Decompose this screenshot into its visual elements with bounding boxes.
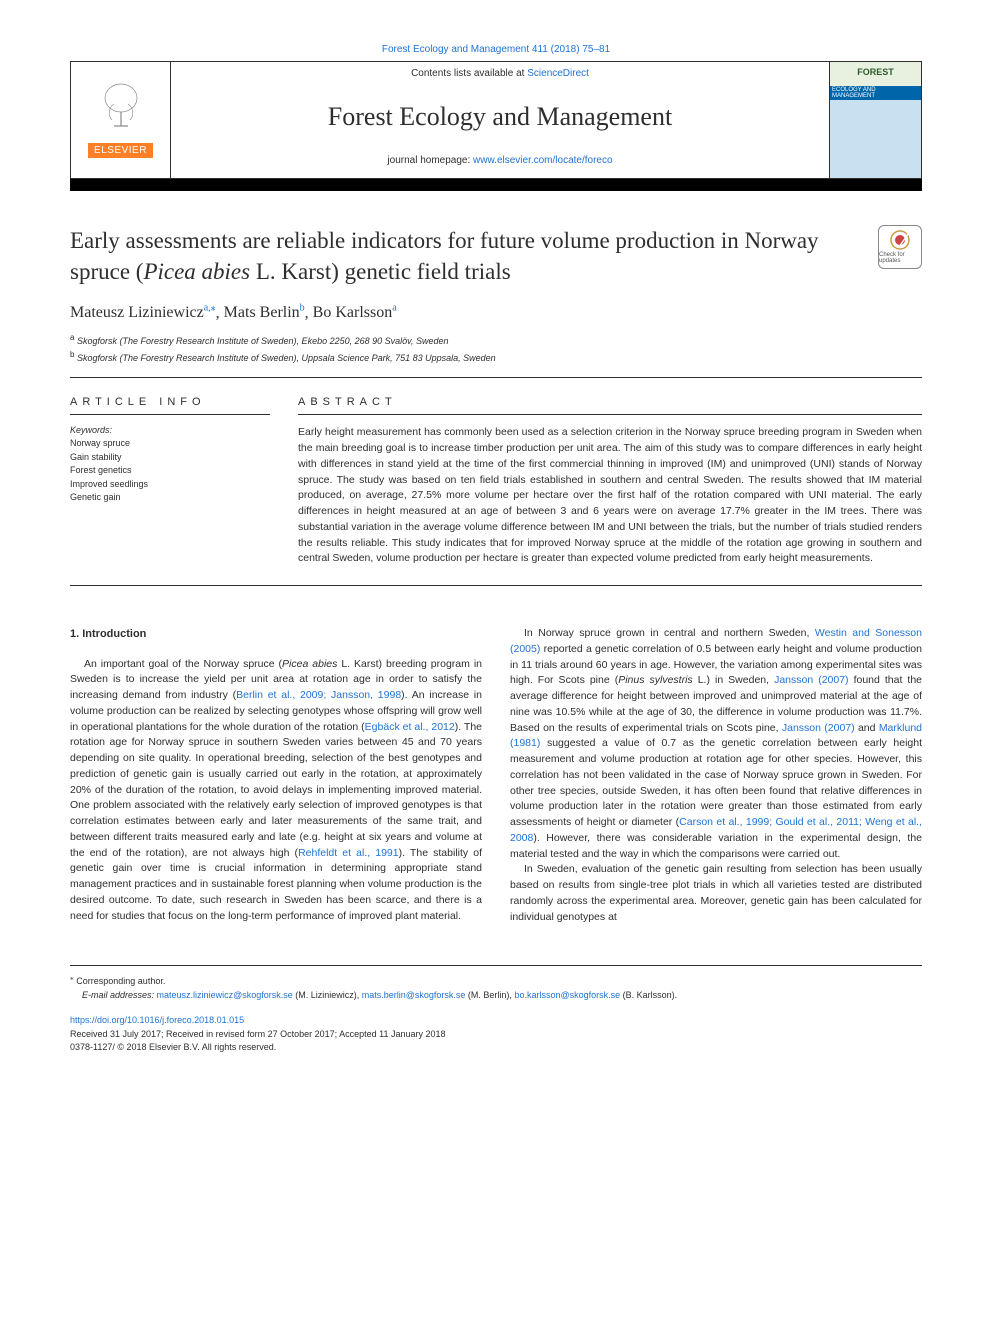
keyword-item: Norway spruce [70, 437, 270, 451]
top-citation[interactable]: Forest Ecology and Management 411 (2018)… [70, 44, 922, 55]
citation-link[interactable]: Rehfeldt et al., 1991 [298, 847, 399, 859]
article-title: Early assessments are reliable indicator… [70, 225, 864, 287]
journal-header: ELSEVIER Contents lists available at Sci… [70, 61, 922, 179]
body-paragraph: In Sweden, evaluation of the genetic gai… [510, 862, 922, 925]
author-name: Mats Berlin [224, 304, 300, 321]
body-text: and [855, 722, 879, 734]
journal-homepage-link[interactable]: www.elsevier.com/locate/foreco [473, 155, 613, 166]
journal-name: Forest Ecology and Management [328, 102, 672, 132]
email-attribution: (M. Berlin), [465, 990, 514, 1000]
email-label: E-mail addresses: [82, 990, 154, 1000]
citation-link[interactable]: Berlin et al., 2009; Jansson, 1998 [236, 689, 401, 701]
body-text: L.) in Sweden, [693, 674, 774, 686]
email-attribution: (B. Karlsson). [620, 990, 677, 1000]
author-corr-sup[interactable]: ⁎ [211, 303, 216, 314]
author-3[interactable]: Bo Karlssona [313, 304, 397, 321]
crossmark-icon [890, 230, 910, 250]
publisher-logo[interactable]: ELSEVIER [71, 62, 171, 178]
body-column-right: In Norway spruce grown in central and no… [510, 626, 922, 925]
cover-title: FOREST [857, 68, 894, 78]
keyword-item: Improved seedlings [70, 478, 270, 492]
abstract-text: Early height measurement has commonly be… [298, 425, 922, 567]
author-name: Mateusz Liziniewicz [70, 304, 204, 321]
header-center: Contents lists available at ScienceDirec… [171, 62, 829, 178]
abstract-heading: ABSTRACT [298, 396, 922, 408]
author-1[interactable]: Mateusz Liziniewicza,⁎ [70, 304, 216, 321]
check-for-updates-badge[interactable]: Check for updates [878, 225, 922, 269]
abstract-block: ABSTRACT Early height measurement has co… [298, 396, 922, 567]
body-column-left: 1. Introduction An important goal of the… [70, 626, 482, 925]
body-paragraph: An important goal of the Norway spruce (… [70, 657, 482, 925]
corr-symbol: ⁎ [70, 973, 74, 982]
citation-link[interactable]: Jansson (2007) [774, 674, 848, 686]
publisher-name: ELSEVIER [88, 143, 153, 158]
article-history: Received 31 July 2017; Received in revis… [70, 1028, 922, 1042]
contents-list-line: Contents lists available at ScienceDirec… [411, 68, 589, 79]
keyword-item: Gain stability [70, 451, 270, 465]
body-text: In Norway spruce grown in central and no… [524, 627, 815, 639]
aff-sup: b [70, 350, 74, 359]
affiliation-list: a Skogforsk (The Forestry Research Insti… [70, 332, 922, 365]
homepage-prefix: journal homepage: [387, 155, 473, 166]
aff-text: Skogforsk (The Forestry Research Institu… [77, 336, 449, 346]
citation-link[interactable]: Jansson (2007) [782, 722, 855, 734]
keywords-list: Norway spruce Gain stability Forest gene… [70, 437, 270, 505]
species-italic: Pinus sylvestris [618, 674, 692, 686]
species-italic: Picea abies [282, 658, 337, 670]
author-aff-sup[interactable]: a [392, 303, 396, 314]
body-text: ). However, there was considerable varia… [510, 832, 922, 860]
body-text: suggested a value of 0.7 as the genetic … [510, 737, 922, 828]
author-list: Mateusz Liziniewicza,⁎, Mats Berlinb, Bo… [70, 303, 922, 322]
email-attribution: (M. Liziniewicz), [293, 990, 362, 1000]
sciencedirect-link[interactable]: ScienceDirect [527, 68, 589, 79]
contents-prefix: Contents lists available at [411, 68, 527, 79]
divider [70, 414, 270, 415]
section-heading: 1. Introduction [70, 626, 482, 643]
header-underline-bar [70, 179, 922, 191]
title-text-2: L. Karst) genetic field trials [250, 259, 511, 284]
body-text: An important goal of the Norway spruce ( [84, 658, 282, 670]
divider [70, 377, 922, 378]
corr-text: Corresponding author. [76, 976, 165, 986]
author-email-link[interactable]: mats.berlin@skogforsk.se [362, 990, 466, 1000]
keywords-label: Keywords: [70, 425, 270, 435]
affiliation-b: b Skogforsk (The Forestry Research Insti… [70, 349, 922, 366]
corresponding-author-note: ⁎ Corresponding author. [70, 972, 922, 989]
author-aff-sup[interactable]: b [300, 303, 305, 314]
cover-subtitle: ECOLOGY AND MANAGEMENT [830, 86, 921, 100]
article-body: 1. Introduction An important goal of the… [70, 626, 922, 925]
author-email-link[interactable]: mateusz.liziniewicz@skogforsk.se [157, 990, 293, 1000]
check-badge-label: Check for updates [879, 252, 921, 264]
email-addresses-line: E-mail addresses: mateusz.liziniewicz@sk… [70, 989, 922, 1003]
author-2[interactable]: Mats Berlinb [224, 304, 305, 321]
affiliation-a: a Skogforsk (The Forestry Research Insti… [70, 332, 922, 349]
body-paragraph: In Norway spruce grown in central and no… [510, 626, 922, 862]
keyword-item: Forest genetics [70, 464, 270, 478]
article-info-heading: ARTICLE INFO [70, 396, 270, 408]
divider [298, 414, 922, 415]
copyright-line: 0378-1127/ © 2018 Elsevier B.V. All righ… [70, 1041, 922, 1055]
author-aff-sup[interactable]: a, [204, 303, 211, 314]
divider [70, 585, 922, 586]
doi-link[interactable]: https://doi.org/10.1016/j.foreco.2018.01… [70, 1015, 244, 1025]
homepage-line: journal homepage: www.elsevier.com/locat… [387, 155, 612, 166]
body-text: ). The rotation age for Norway spruce in… [70, 721, 482, 859]
aff-sup: a [70, 333, 74, 342]
doi-block: https://doi.org/10.1016/j.foreco.2018.01… [70, 1014, 922, 1055]
citation-link[interactable]: Egbäck et al., 2012 [365, 721, 455, 733]
author-email-link[interactable]: bo.karlsson@skogforsk.se [514, 990, 620, 1000]
title-species-italic: Picea abies [143, 259, 250, 284]
journal-cover-thumbnail[interactable]: FOREST ECOLOGY AND MANAGEMENT [829, 62, 921, 178]
article-info-block: ARTICLE INFO Keywords: Norway spruce Gai… [70, 396, 270, 567]
aff-text: Skogforsk (The Forestry Research Institu… [77, 353, 496, 363]
keyword-item: Genetic gain [70, 491, 270, 505]
elsevier-tree-icon [94, 82, 148, 136]
footnotes: ⁎ Corresponding author. E-mail addresses… [70, 965, 922, 1002]
author-name: Bo Karlsson [313, 304, 393, 321]
